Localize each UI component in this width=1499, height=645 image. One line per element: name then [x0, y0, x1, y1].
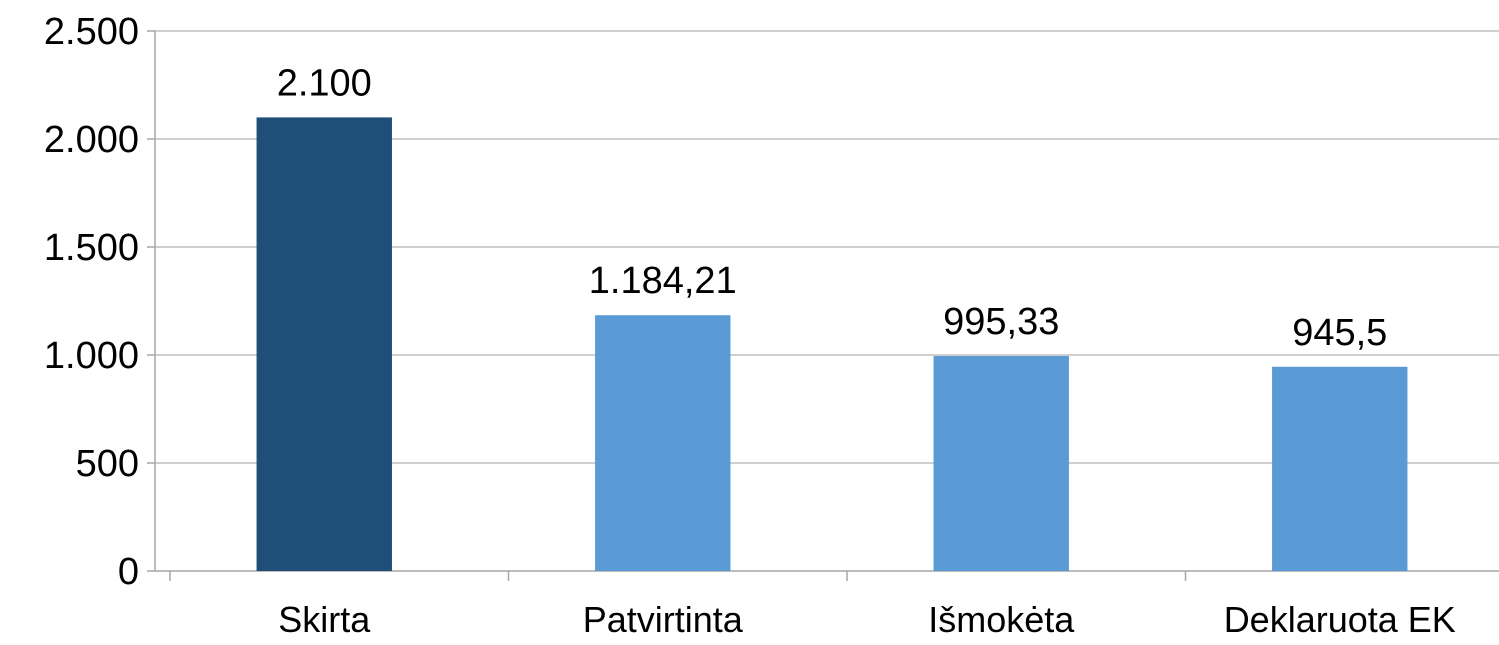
category-label: Patvirtinta — [583, 599, 744, 640]
data-label: 995,33 — [943, 301, 1059, 343]
data-label: 945,5 — [1292, 312, 1387, 354]
y-tick-label: 500 — [76, 443, 139, 485]
bars — [256, 117, 1408, 572]
data-label: 1.184,21 — [589, 260, 737, 302]
y-tick-label: 2.500 — [44, 11, 139, 53]
category-label: Deklaruota EK — [1224, 599, 1456, 640]
bar-2 — [595, 315, 731, 571]
bar-4 — [1272, 366, 1408, 571]
data-label: 2.100 — [277, 62, 372, 104]
bar-3 — [933, 356, 1069, 571]
y-tick-label: 1.500 — [44, 227, 139, 269]
y-tick-label: 1.000 — [44, 335, 139, 377]
category-label: Skirta — [278, 599, 371, 640]
category-label: Išmokėta — [928, 599, 1075, 640]
y-tick-label: 2.000 — [44, 119, 139, 161]
bar-1 — [256, 117, 392, 572]
labels: 0 500 1.000 1.500 2.000 2.500 2.100 Skirta 1.184… — [44, 11, 1456, 640]
y-tick-label: 0 — [118, 551, 139, 593]
